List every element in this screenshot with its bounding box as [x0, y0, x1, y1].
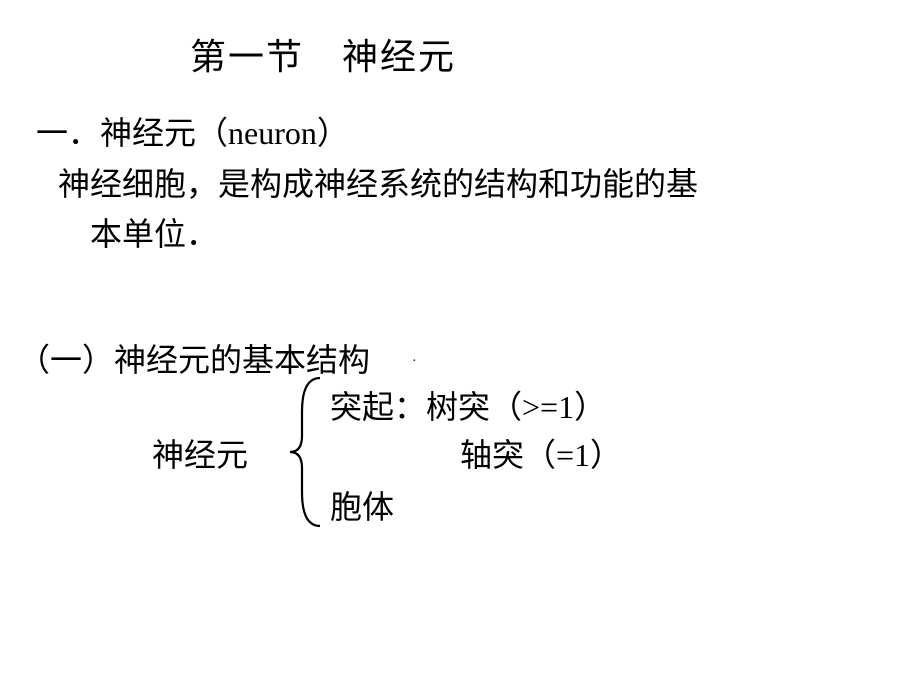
structure-row-2: 轴突（=1） — [460, 430, 622, 476]
body-line-2: 本单位． — [90, 210, 878, 260]
decorative-dot: · — [412, 354, 417, 370]
structure-root-label: 神经元 — [152, 430, 248, 476]
section-1-body: 神经细胞，是构成神经系统的结构和功能的基 本单位． — [58, 160, 878, 259]
slide-title: 第一节 神经元 — [190, 28, 456, 80]
structure-row-1: 突起：树突（>=1） — [330, 382, 606, 428]
body-line-1: 神经细胞，是构成神经系统的结构和功能的基 — [58, 166, 698, 202]
section-1-heading: 一．神经元（neuron） — [36, 108, 349, 154]
left-brace-icon — [286, 372, 326, 532]
structure-row-3: 胞体 — [330, 482, 394, 528]
